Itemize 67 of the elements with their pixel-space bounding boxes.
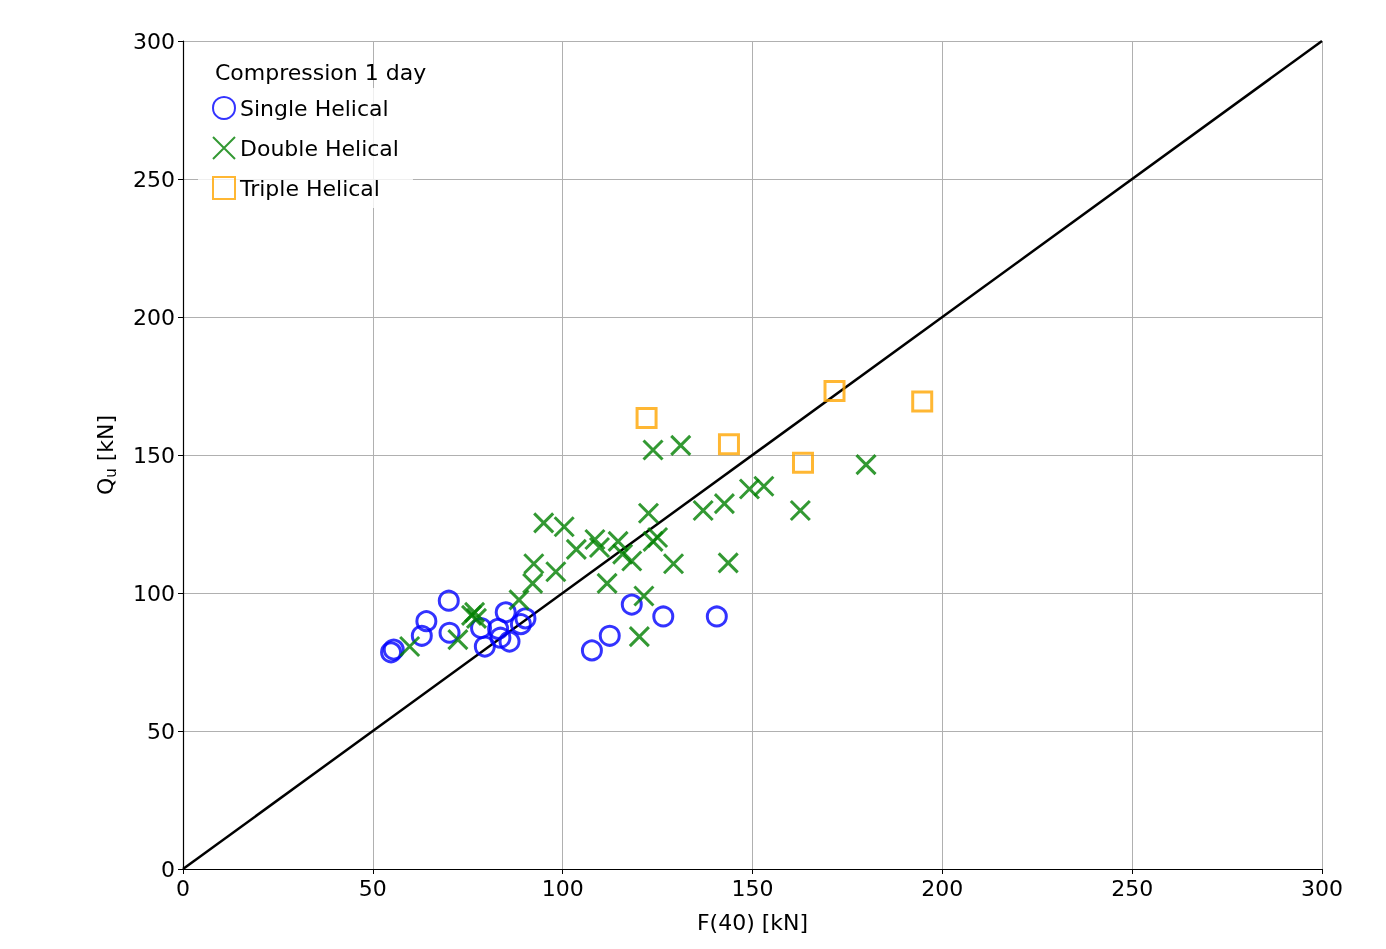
- point: [738, 477, 761, 500]
- point: [532, 511, 555, 534]
- point: [473, 635, 496, 658]
- y-tick-label: 200: [133, 304, 175, 330]
- point: [509, 613, 532, 636]
- point: [620, 549, 643, 572]
- point: [487, 617, 510, 640]
- point: [662, 552, 685, 575]
- point: [792, 451, 814, 474]
- point: [489, 626, 512, 649]
- point: [669, 434, 692, 457]
- point: [611, 543, 634, 566]
- point: [598, 624, 621, 647]
- point: [565, 538, 588, 561]
- point: [596, 572, 619, 595]
- point: [583, 528, 606, 551]
- point: [752, 475, 775, 498]
- y-tick-label: 250: [133, 166, 175, 192]
- point: [642, 439, 665, 462]
- point: [635, 407, 658, 430]
- y-axis-title: Qu [kN]: [93, 414, 120, 496]
- y-tick-label: 150: [133, 442, 175, 468]
- point: [692, 499, 715, 522]
- point: [607, 530, 630, 553]
- point: [588, 536, 611, 559]
- legend-label: Triple Helical: [239, 175, 380, 201]
- x-tick-label: 300: [1301, 875, 1343, 901]
- point: [789, 499, 812, 522]
- point: [580, 639, 603, 662]
- point: [717, 551, 740, 574]
- y-tick-label: 50: [147, 718, 175, 744]
- point: [628, 625, 651, 648]
- point: [637, 502, 660, 525]
- point: [544, 560, 567, 583]
- point: [713, 492, 736, 515]
- point: [415, 610, 438, 633]
- legend-label: Double Helical: [240, 135, 399, 161]
- y-tick-label: 100: [133, 580, 175, 606]
- x-tick-label: 200: [921, 875, 964, 901]
- point: [410, 624, 433, 647]
- point: [855, 453, 878, 476]
- x-axis-title: F(40) [kN]: [696, 909, 809, 935]
- point: [437, 589, 460, 612]
- point: [553, 515, 576, 538]
- point: [465, 607, 488, 630]
- point: [398, 635, 421, 658]
- point: [494, 601, 517, 624]
- point: [498, 630, 521, 653]
- x-tick-label: 250: [1111, 875, 1154, 901]
- y-tick-label: 0: [161, 856, 175, 882]
- point: [620, 593, 643, 616]
- point: [911, 390, 934, 413]
- point: [438, 621, 461, 644]
- point: [446, 628, 469, 651]
- point: [632, 585, 655, 608]
- legend-label: Single Helical: [240, 95, 389, 121]
- point: [705, 605, 728, 628]
- x-tick-label: 50: [358, 875, 387, 901]
- point: [823, 379, 846, 402]
- point: [652, 605, 675, 628]
- point: [717, 433, 740, 456]
- point: [508, 588, 531, 611]
- y-tick-label: 300: [133, 28, 175, 54]
- legend-title: Compression 1 day: [215, 59, 427, 85]
- x-tick-label: 150: [731, 875, 774, 901]
- point: [514, 607, 537, 630]
- x-tick-label: 100: [541, 875, 584, 901]
